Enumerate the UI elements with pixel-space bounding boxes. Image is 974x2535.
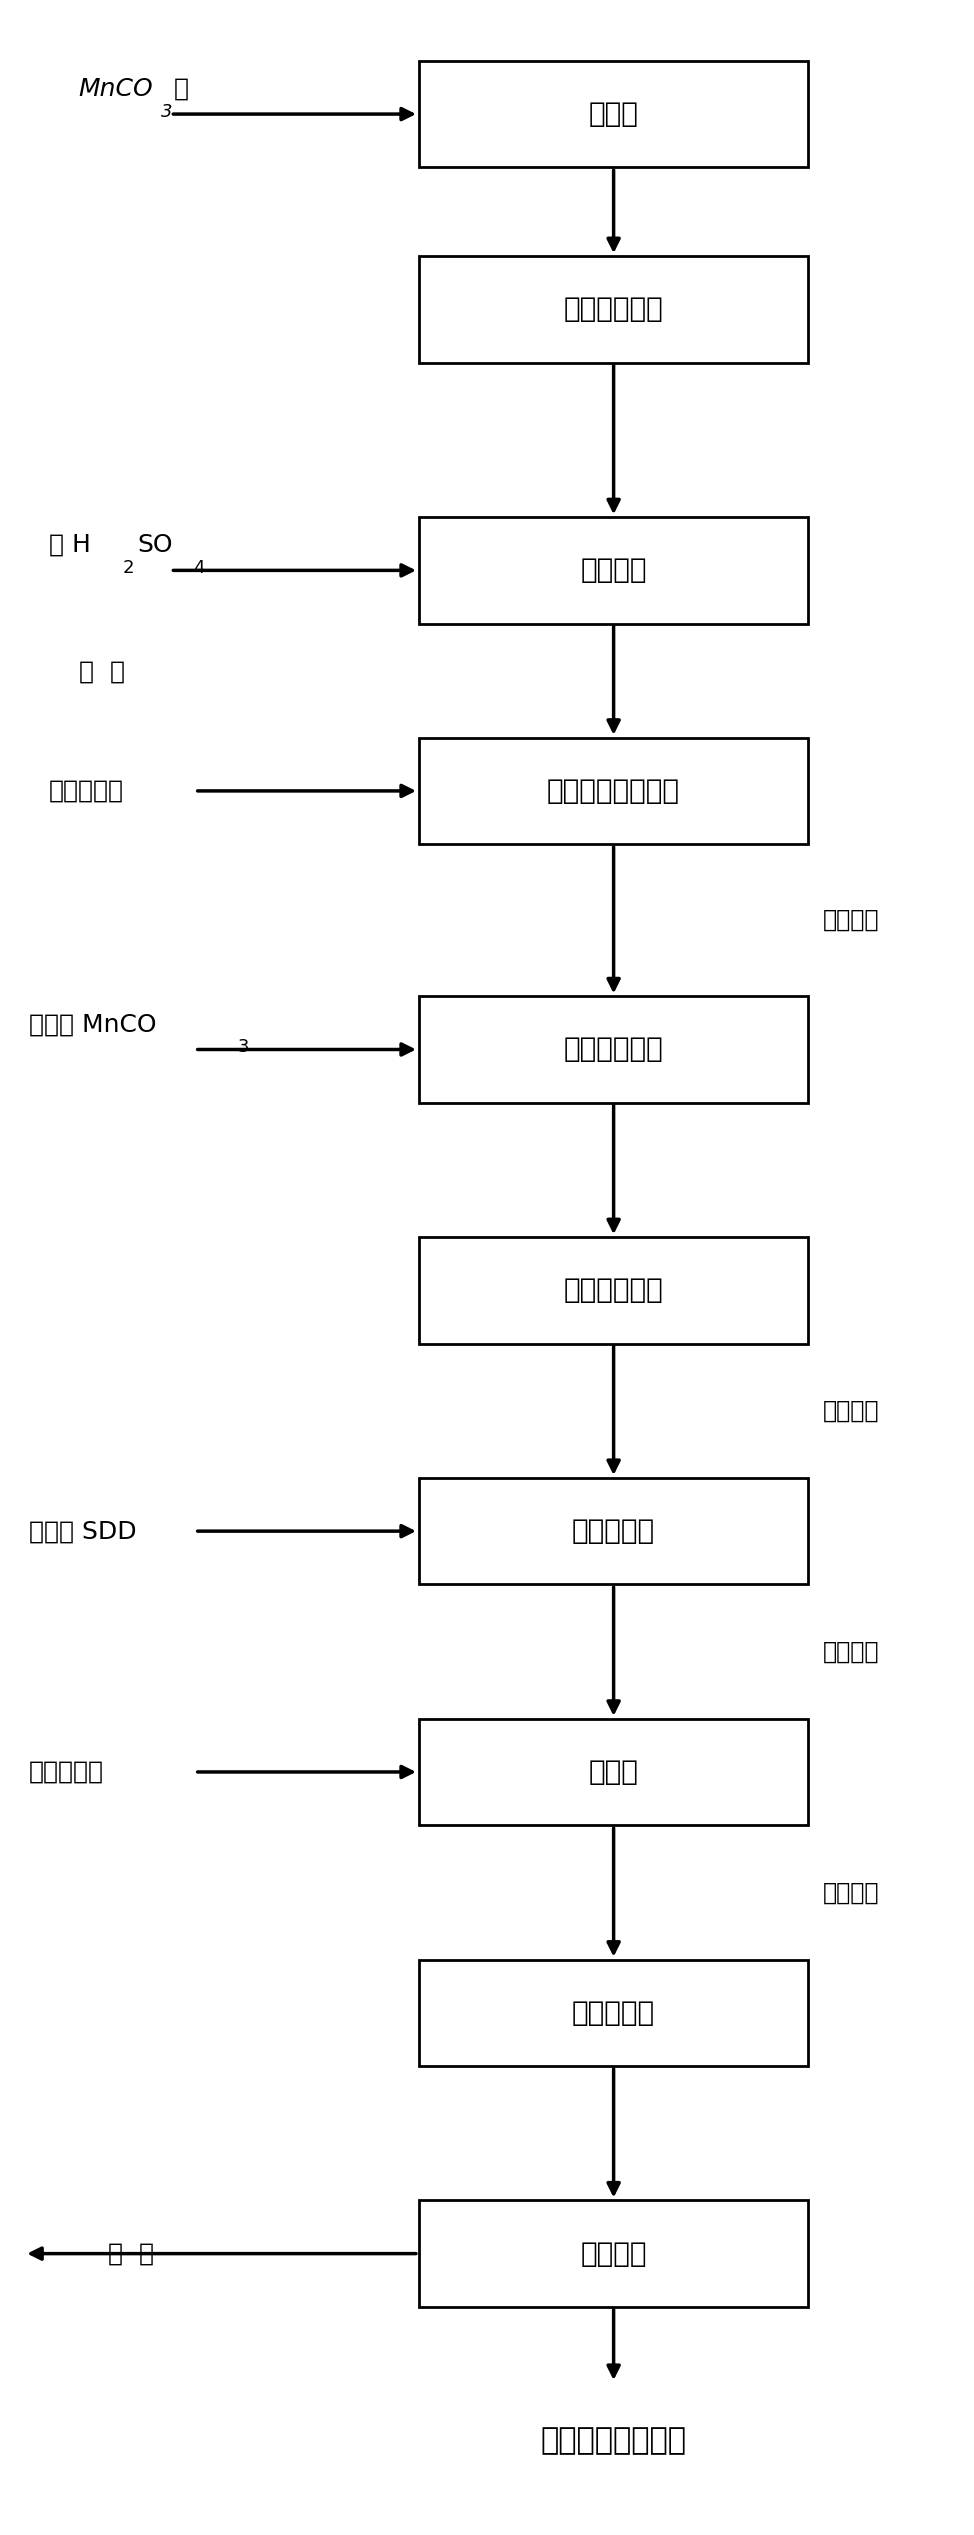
Text: 三次压滤: 三次压滤 xyxy=(823,1640,880,1663)
Bar xyxy=(419,1960,808,2066)
Bar xyxy=(419,738,808,844)
Text: 氧化锰矿粉: 氧化锰矿粉 xyxy=(49,778,124,804)
Text: 二次压滤: 二次压滤 xyxy=(823,1399,880,1422)
Text: MnCO: MnCO xyxy=(78,76,153,101)
Text: 废  液: 废 液 xyxy=(79,659,126,684)
Text: SO: SO xyxy=(137,532,172,558)
Text: 硫酸锆溶液: 硫酸锆溶液 xyxy=(572,1516,656,1546)
Text: 电解工序: 电解工序 xyxy=(581,2238,647,2269)
Bar xyxy=(419,996,808,1103)
Text: 除钼添加剂: 除钼添加剂 xyxy=(29,1759,104,1785)
Bar xyxy=(419,517,808,624)
Text: 硫酸锆滤液: 硫酸锆滤液 xyxy=(572,1998,656,2028)
Text: 电解二氧化锆产品: 电解二氧化锆产品 xyxy=(541,2426,687,2454)
Text: 碳酸锆矿粉粒: 碳酸锆矿粉粒 xyxy=(564,294,663,324)
Text: 3: 3 xyxy=(161,101,172,122)
Text: 除杂后的矿浆: 除杂后的矿浆 xyxy=(564,1034,663,1065)
Text: 含有硫酸锆的矿浆: 含有硫酸锆的矿浆 xyxy=(547,776,680,806)
Bar xyxy=(419,1719,808,1825)
Bar xyxy=(419,256,808,363)
Bar xyxy=(419,1237,808,1344)
Text: 化学反应: 化学反应 xyxy=(581,555,647,586)
Bar xyxy=(419,1478,808,1584)
Text: 4: 4 xyxy=(193,558,205,578)
Text: 滤　液: 滤 液 xyxy=(588,1757,639,1787)
Text: 矿: 矿 xyxy=(173,76,188,101)
Text: 浓 H: 浓 H xyxy=(49,532,91,558)
Text: 硫化剂 SDD: 硫化剂 SDD xyxy=(29,1518,136,1544)
Text: 废  液: 废 液 xyxy=(108,2241,155,2266)
Text: 中和后的矿浆: 中和后的矿浆 xyxy=(564,1275,663,1306)
Text: 3: 3 xyxy=(238,1037,249,1057)
Bar xyxy=(419,61,808,167)
Text: 一次压滤: 一次压滤 xyxy=(823,908,880,933)
Text: 细　磨: 细 磨 xyxy=(588,99,639,129)
Text: 四次压滤: 四次压滤 xyxy=(823,1881,880,1904)
Bar xyxy=(419,2200,808,2307)
Text: 中和剂 MnCO: 中和剂 MnCO xyxy=(29,1011,157,1037)
Text: 2: 2 xyxy=(123,558,134,578)
